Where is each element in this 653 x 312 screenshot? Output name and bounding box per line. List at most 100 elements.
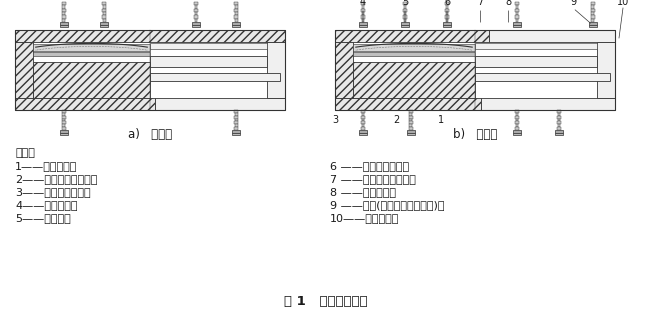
Bar <box>362 19 364 22</box>
Bar <box>475 43 597 49</box>
Bar <box>361 15 365 19</box>
Text: 1——下支座板；: 1——下支座板； <box>15 161 77 171</box>
Bar <box>61 9 65 12</box>
Bar <box>100 22 108 25</box>
Bar <box>359 22 367 25</box>
Bar <box>513 22 521 25</box>
Bar <box>359 133 367 135</box>
Bar <box>590 2 595 5</box>
Bar <box>194 15 198 19</box>
Bar <box>15 30 285 42</box>
Bar <box>361 2 365 5</box>
Text: 7: 7 <box>477 0 484 7</box>
Bar <box>361 121 365 124</box>
Bar <box>235 5 238 9</box>
Bar <box>362 12 364 15</box>
Text: 3: 3 <box>332 115 338 125</box>
Bar <box>361 116 365 119</box>
Bar <box>597 42 615 98</box>
Bar <box>409 127 413 130</box>
Bar <box>102 9 106 12</box>
Text: 4: 4 <box>360 0 366 7</box>
Bar <box>102 2 106 5</box>
Bar <box>407 133 415 135</box>
Bar <box>234 9 238 12</box>
Bar <box>403 9 407 12</box>
Text: 4——上支座板；: 4——上支座板； <box>15 200 78 210</box>
Bar <box>361 127 365 130</box>
Bar <box>516 119 518 121</box>
Bar <box>353 61 475 98</box>
Bar <box>33 44 150 51</box>
Bar <box>409 116 413 119</box>
Bar <box>235 119 238 121</box>
Bar <box>359 130 367 133</box>
Bar <box>234 2 238 5</box>
Text: 1: 1 <box>438 115 445 125</box>
Bar <box>555 130 563 133</box>
Bar <box>234 127 238 130</box>
Bar <box>516 124 518 127</box>
Text: 说明：: 说明： <box>15 148 35 158</box>
Bar <box>362 119 364 121</box>
Bar <box>362 113 364 116</box>
Bar <box>516 12 518 15</box>
Bar <box>409 113 412 116</box>
Bar <box>62 19 65 22</box>
Bar <box>62 119 65 121</box>
Bar <box>267 42 285 98</box>
Bar <box>353 52 475 56</box>
Bar <box>62 124 65 127</box>
Text: 8: 8 <box>505 0 512 7</box>
Bar <box>516 19 518 22</box>
Bar <box>557 121 561 124</box>
Bar <box>234 116 238 119</box>
Bar <box>590 9 595 12</box>
Bar <box>558 119 560 121</box>
Text: 9: 9 <box>570 0 576 7</box>
Bar <box>475 56 597 67</box>
Bar <box>558 113 560 116</box>
Bar <box>234 15 238 19</box>
Bar <box>404 19 406 22</box>
Bar <box>557 110 561 113</box>
Text: 3——球面不锈钢板；: 3——球面不锈钢板； <box>15 187 91 197</box>
Text: 5——密封环；: 5——密封环； <box>15 213 71 223</box>
Bar <box>61 110 65 113</box>
Bar <box>361 110 365 113</box>
Bar <box>62 12 65 15</box>
Bar <box>515 127 519 130</box>
Bar <box>195 19 197 22</box>
Text: 8 ——球冠衬板；: 8 ——球冠衬板； <box>330 187 396 197</box>
Bar <box>481 98 615 110</box>
Bar <box>103 12 106 15</box>
Bar <box>61 2 65 5</box>
Bar <box>62 113 65 116</box>
Bar <box>61 15 65 19</box>
Bar <box>335 30 489 42</box>
Bar <box>362 5 364 9</box>
Bar <box>150 56 267 67</box>
Bar <box>445 5 449 9</box>
Bar <box>100 25 108 27</box>
Bar <box>409 110 413 113</box>
Bar <box>555 133 563 135</box>
Bar <box>15 30 285 110</box>
Bar <box>409 121 413 124</box>
Bar <box>33 52 150 56</box>
Bar <box>195 5 197 9</box>
Bar <box>588 25 597 27</box>
Text: 9 ——锚栓(螺栓、套筒和螺杆)；: 9 ——锚栓(螺栓、套筒和螺杆)； <box>330 200 445 210</box>
Text: 5: 5 <box>402 0 408 7</box>
Bar <box>335 42 353 98</box>
Bar <box>475 73 610 81</box>
Bar <box>404 12 406 15</box>
Bar <box>515 110 519 113</box>
Bar <box>232 22 240 25</box>
Bar <box>403 15 407 19</box>
Bar <box>591 19 594 22</box>
Bar <box>353 44 475 51</box>
Bar <box>557 116 561 119</box>
Bar <box>150 73 279 81</box>
Bar <box>235 113 238 116</box>
